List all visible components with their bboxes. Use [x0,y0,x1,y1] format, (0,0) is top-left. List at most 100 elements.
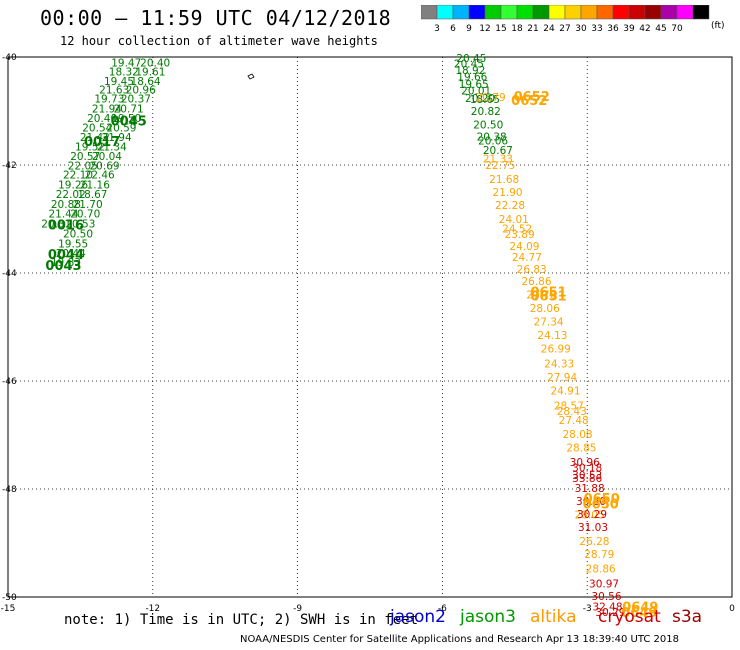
pass-time-label: 0652 [514,90,550,105]
wave-height-point-jason3: 20.45 [454,58,484,70]
wave-height-point-jason3: 20.88 [51,199,81,211]
wave-height-point-cryosat: 30.29 [595,607,625,619]
legend-tick-label: 39 [623,24,635,34]
y-tick-label: -50 [2,593,17,603]
wave-height-point-altika: 24.13 [537,330,567,342]
satellite-s3a: s3a [672,607,703,627]
wave-height-point-altika: 28.08 [563,429,593,441]
wave-height-point-altika: 26.28 [579,536,609,548]
wave-height-point-jason3: 19.83 [51,257,81,269]
island-outline [247,73,255,80]
wave-height-point-altika: 24.09 [509,241,539,253]
wave-height-point-jason3: 20.20 [465,93,495,105]
y-tick-label: -42 [2,161,17,171]
wave-height-point-jason3: 20.06 [478,136,508,148]
pass-time-label: 0650 [584,492,620,507]
wave-height-point-jason3: 21.94 [92,103,122,115]
wave-height-point-cryosat: 30.20 [576,496,606,508]
wave-height-point-cryosat: 30.96 [570,457,600,469]
wave-height-point-altika: 24.77 [512,252,542,264]
wave-height-point-jason3: 21.16 [80,179,110,191]
wave-height-point-jason3: 19.45 [104,76,134,88]
wave-height-point-altika: 24.91 [550,386,580,398]
legend-tick-label: 24 [543,24,555,34]
wave-height-point-jason3: 22.02 [56,189,86,201]
wave-height-point-jason3: 20.01 [461,85,491,97]
pass-time-label: 0649 [621,606,657,621]
wave-height-point-jason3: 21.34 [97,142,127,154]
wave-height-point-altika: 22.28 [495,200,525,212]
x-tick-label: -6 [438,604,447,614]
wave-height-point-jason3: 20.82 [471,106,501,118]
legend-tick-label: 9 [466,24,472,34]
wave-height-point-jason3: 20.54 [82,123,112,135]
chart-subtitle: 12 hour collection of altimeter wave hei… [60,34,378,48]
wave-height-point-jason3: 20.44 [56,248,86,260]
x-tick-label: -12 [145,604,160,614]
y-tick-label: -48 [2,485,17,495]
satellite-altika: altika [530,607,577,627]
color-legend: 3 6 9 12 15 18 21 24 27 30 33 36 39 42 45 70 [421,5,710,34]
wave-height-point-jason3: 22.05 [68,161,98,173]
x-tick-label: -15 [1,604,16,614]
legend-tick-label: 33 [591,24,602,34]
pass-time-label: 0044 [48,248,84,263]
wave-height-point-jason3: 18.32 [109,67,139,79]
wave-height-point-altika: 26.83 [517,264,547,276]
satellite-jason2: jason2 [390,607,446,627]
wave-height-point-jason3: 20.31 [41,218,71,230]
pass-time-label: 0649 [622,601,658,616]
wave-height-point-altika: 24.33 [544,359,574,371]
wave-height-point-jason3: 19.73 [94,94,124,106]
wave-height-point-altika: 28.43 [557,406,587,418]
wave-height-point-jason3: 20.96 [126,84,156,96]
legend-tick-label: 45 [655,24,666,34]
plot-frame [7,56,733,598]
x-tick-label: 0 [729,604,735,614]
wave-height-point-cryosat: 30.56 [591,591,621,603]
pass-time-label: 0045 [111,115,147,130]
wave-height-point-jason3: 19.47 [111,57,141,69]
wave-height-point-cryosat: 30.18 [572,462,602,474]
pass-time-label: 0651 [530,285,566,300]
legend-tick-label: 18 [511,24,523,34]
legend-tick-label: 21 [527,24,538,34]
wave-height-point-altika: 28.86 [586,563,616,575]
wave-height-point-altika: 22.75 [485,160,515,172]
wave-height-point-jason3: 20.50 [63,229,93,241]
wave-height-point-altika: 26.99 [541,344,571,356]
wave-height-point-jason3: 21.94 [102,132,132,144]
wave-height-point-cryosat: 31.88 [575,483,605,495]
wave-height-point-jason3: 20.45 [456,53,486,65]
wave-height-point-cryosat: 30.97 [589,579,619,591]
y-tick-label: -40 [2,53,17,63]
legend-tick-label: 42 [639,24,650,34]
legend-tick-label: 12 [479,24,490,34]
wave-height-point-jason3: 20.71 [114,103,144,115]
satellite-cryosat: cryosat [598,607,661,627]
wave-height-point-cryosat: 30.53 [572,470,602,482]
wave-height-point-jason3: 20.04 [92,151,122,163]
pass-time-label: 0650 [583,498,619,513]
wave-height-point-altika: 28.06 [530,303,560,315]
wave-height-point-jason3: 20.70 [70,209,100,221]
legend-tick-label: 30 [575,24,587,34]
wave-height-point-jason3: 22.46 [85,170,115,182]
wave-height-point-cryosat: 31.03 [578,522,608,534]
wave-height-point-jason3: 19.50 [111,113,141,125]
x-tick-label: -9 [293,604,302,614]
wave-height-point-altika: 27.48 [559,415,589,427]
legend-swatch [692,5,710,20]
pass-time-label: 0043 [45,259,81,274]
wave-height-point-jason3: 20.57 [70,151,100,163]
wave-height-point-cryosat: 30.29 [577,509,607,521]
wave-height-point-jason3: 18.92 [455,65,485,77]
wave-height-point-jason3: 20.38 [477,131,507,143]
wave-height-point-altika: 28.79 [584,549,614,561]
wave-height-point-altika: 24.52 [502,224,532,236]
wave-height-point-altika: 21.68 [489,174,519,186]
wave-height-point-altika: 27.94 [547,372,577,384]
wave-height-point-cryosat: 33.86 [572,473,602,485]
wave-height-point-jason3: 19.55 [58,238,88,250]
